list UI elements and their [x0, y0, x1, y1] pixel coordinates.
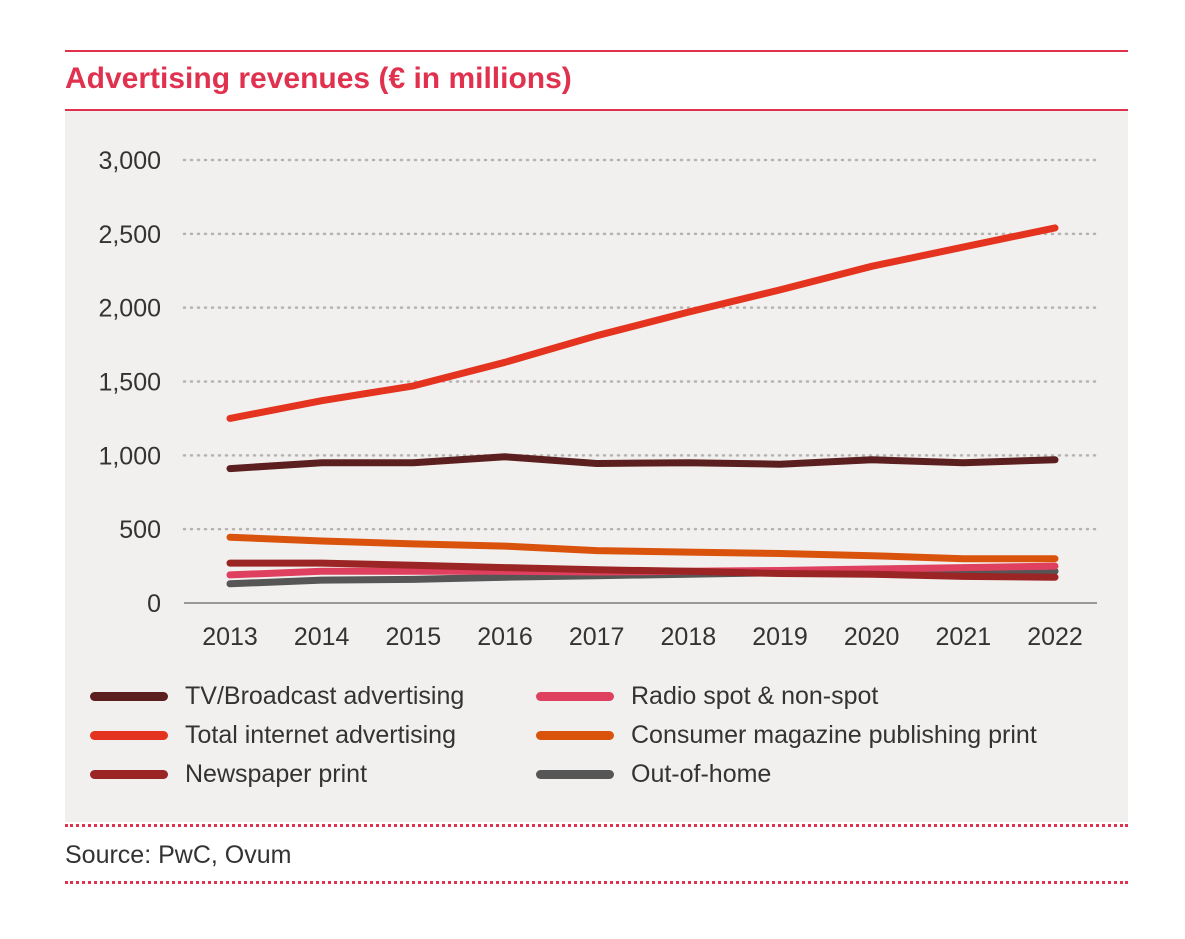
x-tick-label: 2015: [386, 623, 442, 651]
x-tick-label: 2022: [1027, 623, 1083, 651]
title-rule: [65, 109, 1128, 111]
top-rule: [65, 50, 1128, 52]
legend-item: Newspaper print: [90, 757, 367, 791]
y-tick-label: 500: [119, 516, 161, 544]
x-tick-label: 2013: [202, 623, 258, 651]
divider-dotted-top: [65, 824, 1128, 827]
legend-item: Total internet advertising: [90, 718, 456, 752]
x-tick-label: 2018: [661, 623, 717, 651]
x-tick-label: 2014: [294, 623, 350, 651]
legend-item: Radio spot & non-spot: [536, 679, 878, 713]
legend-swatch: [90, 730, 168, 740]
x-tick-label: 2020: [844, 623, 900, 651]
series-line-tv-broadcast-advertising: [226, 453, 1059, 473]
divider-dotted-bottom: [65, 881, 1128, 884]
legend-swatch: [536, 730, 614, 740]
legend-item: TV/Broadcast advertising: [90, 679, 464, 713]
y-tick-label: 1,000: [98, 442, 161, 470]
series-lines: [226, 224, 1059, 588]
grid-lines: [182, 158, 1099, 531]
y-tick-label: 0: [147, 590, 161, 618]
legend-item: Out-of-home: [536, 757, 771, 791]
x-tick-label: 2017: [569, 623, 625, 651]
series-line-total-internet-advertising: [226, 224, 1059, 422]
legend-label: Out-of-home: [631, 759, 772, 788]
y-tick-label: 2,500: [98, 221, 161, 249]
legend-label: Radio spot & non-spot: [631, 681, 879, 710]
legend-label: Consumer magazine publishing print: [631, 720, 1037, 749]
legend-label: Total internet advertising: [185, 720, 456, 749]
axes: 0 500 1,000 1,500 2,000 2,500 3,000 2013 2014 201…: [98, 147, 1097, 651]
chart-title: Advertising revenues (€ in millions): [65, 62, 572, 95]
y-tick-label: 2,000: [98, 295, 161, 323]
series-line-consumer-magazine-publishing-print: [226, 533, 1059, 563]
x-tick-label: 2019: [752, 623, 808, 651]
legend-swatch: [536, 769, 614, 779]
source-note: Source: PwC, Ovum: [65, 841, 292, 869]
legend-label: Newspaper print: [185, 759, 368, 788]
legend-label: TV/Broadcast advertising: [185, 681, 465, 710]
legend-swatch: [536, 691, 614, 701]
legend-swatch: [90, 769, 168, 779]
y-tick-label: 1,500: [98, 369, 161, 397]
legend-item: Consumer magazine publishing print: [536, 718, 1037, 752]
series-line-newspaper-print: [226, 559, 1059, 581]
y-tick-label: 3,000: [98, 147, 161, 175]
legend-swatch: [90, 691, 168, 701]
x-tick-label: 2016: [477, 623, 533, 651]
x-tick-label: 2021: [936, 623, 992, 651]
